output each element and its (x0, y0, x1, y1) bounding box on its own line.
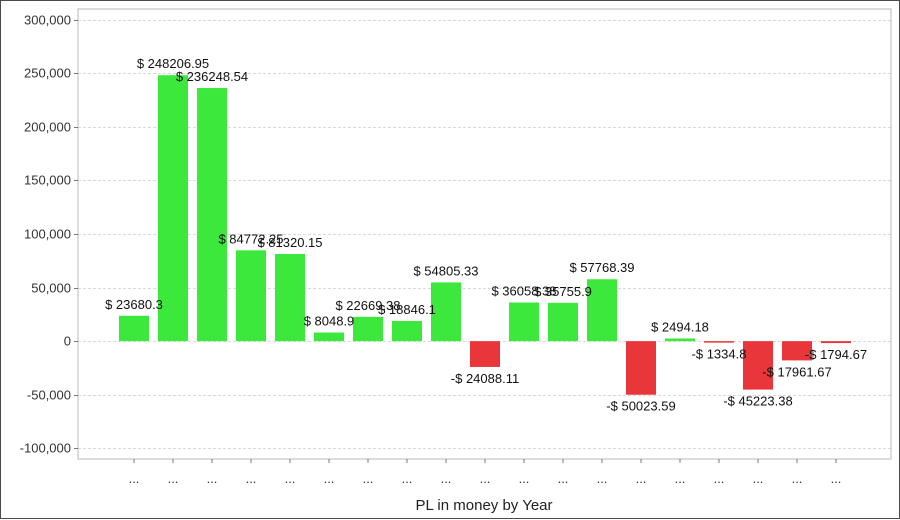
x-tick-label: ... (324, 471, 335, 486)
bars (119, 75, 851, 395)
x-tick-label: ... (753, 471, 764, 486)
bar (158, 75, 188, 342)
x-tick-label: ... (597, 471, 608, 486)
data-label: $ 18846.1 (378, 302, 436, 317)
x-tick-label: ... (519, 471, 530, 486)
x-tick-label: ... (285, 471, 296, 486)
data-label: $ 2494.18 (651, 319, 709, 334)
data-label: -$ 24088.11 (451, 371, 519, 386)
x-tick-label: ... (129, 471, 140, 486)
bar (509, 302, 539, 342)
x-axis-title: PL in money by Year (415, 497, 552, 514)
x-tick-label: ... (636, 471, 647, 486)
y-tick-label: -50,000 (27, 388, 71, 403)
x-tick-label: ... (558, 471, 569, 486)
data-label: $ 81320.15 (257, 235, 322, 250)
bar (314, 332, 344, 342)
x-tick-label: ... (363, 471, 374, 486)
bar (587, 279, 617, 342)
x-tick-label: ... (402, 471, 413, 486)
bar (119, 315, 149, 342)
data-label: -$ 45223.38 (723, 394, 792, 409)
data-label: $ 54805.33 (413, 263, 478, 278)
data-label: $ 22669.38 (335, 298, 400, 313)
y-tick-label: 300,000 (24, 13, 71, 28)
x-tick-label: ... (168, 471, 179, 486)
x-tick-label: ... (675, 471, 686, 486)
x-tick-label: ... (246, 471, 257, 486)
axes (74, 8, 892, 463)
bar (431, 282, 461, 342)
data-labels: $ 23680.3 $ 248206.95$ 236248.54 $ 84772.2… (105, 56, 867, 414)
bar (392, 320, 422, 342)
data-label: $ 35755.9 (534, 284, 592, 299)
bar (197, 88, 227, 342)
y-tick-label: 200,000 (24, 120, 71, 135)
x-tick-label: ... (480, 471, 491, 486)
x-tick-label: ... (792, 471, 803, 486)
bar (275, 254, 305, 342)
data-label: $ 8048.9 (304, 314, 355, 329)
x-tick-label: ... (831, 471, 842, 486)
data-label: $ 57768.39 (569, 260, 634, 275)
y-tick-label: -100,000 (20, 441, 71, 456)
data-label: $ 36058.38 (491, 284, 556, 299)
bar (743, 341, 773, 390)
x-tick-label: ... (714, 471, 725, 486)
data-label: -$ 17961.67 (762, 364, 831, 379)
bar (782, 341, 812, 361)
bar (626, 341, 656, 395)
y-tick-label: 0 (64, 334, 71, 349)
data-label: -$ 50023.59 (606, 399, 675, 414)
data-label: $ 84772.25 (218, 231, 283, 246)
y-tick-label: 50,000 (31, 281, 71, 296)
y-tick-label: 150,000 (24, 173, 71, 188)
bar (548, 302, 578, 342)
bar (236, 250, 266, 342)
data-label: $ 248206.95 (137, 56, 209, 71)
data-label: $ 236248.54 (176, 69, 248, 84)
bar (821, 341, 851, 344)
data-label: $ 23680.3 (105, 297, 163, 312)
bar (665, 338, 695, 342)
bar (470, 341, 500, 367)
tick-labels: -100,000 -50,000 0 50,000 100,000 150,000 200,… (20, 13, 842, 487)
y-tick-label: 250,000 (24, 66, 71, 81)
x-tick-label: ... (207, 471, 218, 486)
data-label: -$ 1794.67 (805, 347, 867, 362)
bar (704, 341, 734, 343)
x-tick-label: ... (441, 471, 452, 486)
data-label: -$ 1334.8 (692, 347, 747, 362)
bar (353, 316, 383, 342)
y-tick-label: 100,000 (24, 227, 71, 242)
